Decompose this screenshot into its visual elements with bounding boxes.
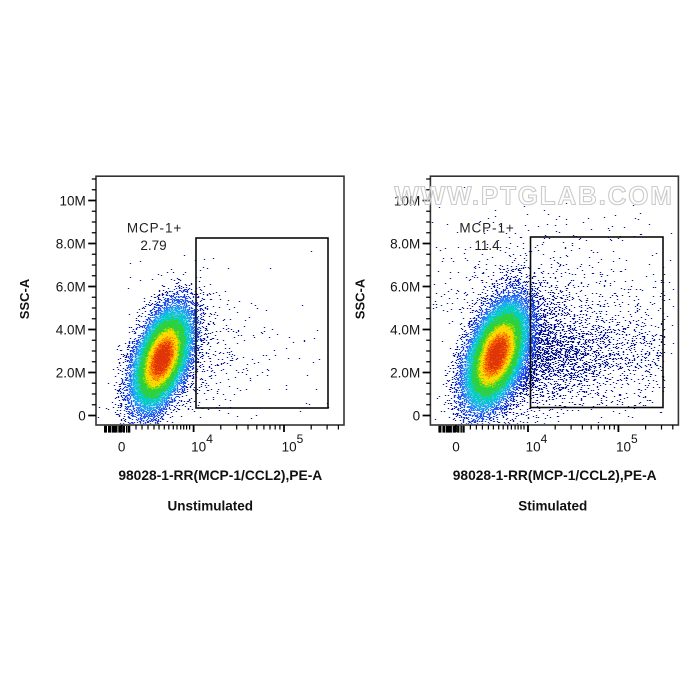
svg-text:10: 10 — [616, 440, 631, 455]
svg-text:SSC-A: SSC-A — [17, 278, 32, 319]
svg-text:Stimulated: Stimulated — [518, 499, 587, 514]
svg-text:10: 10 — [191, 440, 206, 455]
svg-text:4.0M: 4.0M — [390, 322, 420, 337]
svg-text:4: 4 — [541, 432, 548, 446]
svg-text:5: 5 — [631, 432, 638, 446]
svg-text:10: 10 — [282, 440, 297, 455]
svg-text:98028-1-RR(MCP-1/CCL2),PE-A: 98028-1-RR(MCP-1/CCL2),PE-A — [453, 468, 657, 483]
svg-text:WWW.PTGLAB.COM: WWW.PTGLAB.COM — [394, 181, 673, 211]
svg-text:10M: 10M — [394, 193, 420, 208]
svg-text:Unstimulated: Unstimulated — [168, 499, 254, 514]
svg-text:8.0M: 8.0M — [390, 236, 420, 251]
svg-text:2.0M: 2.0M — [390, 365, 420, 380]
svg-text:MCP-1+: MCP-1+ — [459, 221, 514, 236]
svg-text:0: 0 — [78, 408, 86, 423]
svg-text:6.0M: 6.0M — [390, 279, 420, 294]
svg-text:0: 0 — [413, 408, 421, 423]
svg-text:5: 5 — [297, 432, 304, 446]
svg-text:98028-1-RR(MCP-1/CCL2),PE-A: 98028-1-RR(MCP-1/CCL2),PE-A — [118, 468, 322, 483]
svg-text:4: 4 — [206, 432, 213, 446]
svg-text:10: 10 — [526, 440, 541, 455]
svg-text:10M: 10M — [60, 193, 86, 208]
svg-text:2.0M: 2.0M — [56, 365, 86, 380]
svg-text:8.0M: 8.0M — [56, 236, 86, 251]
svg-text:6.0M: 6.0M — [56, 279, 86, 294]
svg-text:SSC-A: SSC-A — [352, 278, 367, 319]
svg-text:4.0M: 4.0M — [56, 322, 86, 337]
svg-text:MCP-1+: MCP-1+ — [127, 221, 182, 236]
svg-text:0: 0 — [118, 440, 126, 455]
svg-text:2.79: 2.79 — [140, 238, 166, 253]
svg-text:0: 0 — [452, 440, 460, 455]
svg-text:11.4: 11.4 — [474, 238, 500, 253]
